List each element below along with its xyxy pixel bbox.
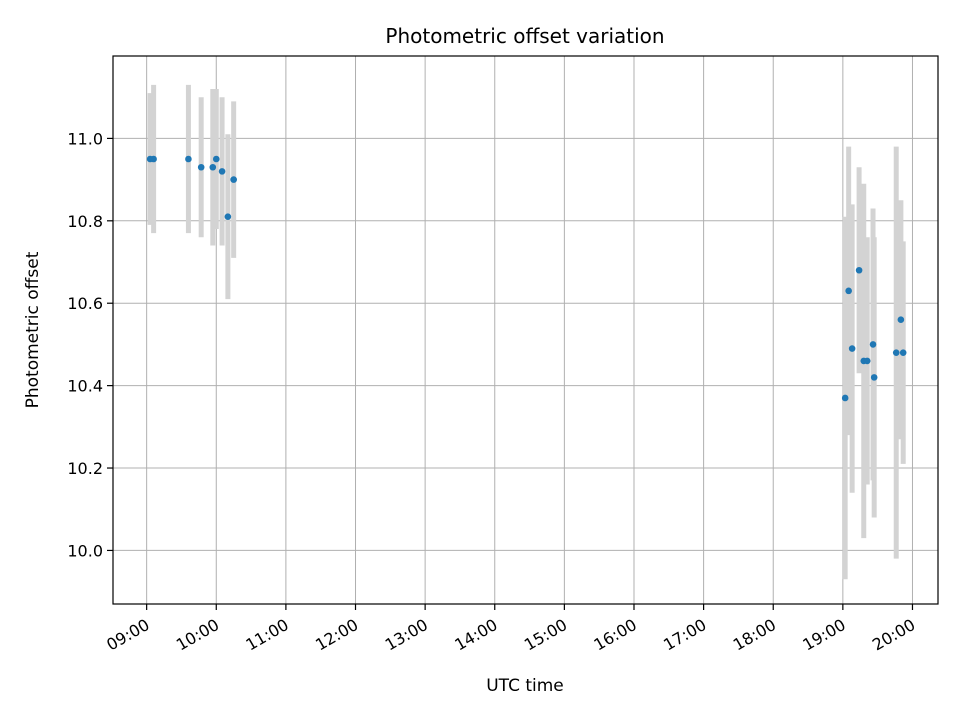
data-point bbox=[150, 155, 157, 163]
y-tick-label: 10.6 bbox=[67, 294, 103, 313]
y-tick-label: 10.0 bbox=[67, 541, 103, 560]
y-axis-label: Photometric offset bbox=[23, 251, 43, 408]
data-point bbox=[870, 374, 878, 381]
data-point bbox=[218, 168, 226, 175]
data-point bbox=[863, 357, 871, 365]
data-point bbox=[224, 213, 232, 220]
data-point bbox=[869, 341, 877, 348]
y-tick-label: 11.0 bbox=[67, 129, 103, 148]
plot-frame bbox=[112, 55, 939, 605]
y-axis-ticks: 10.0 10.2 10.4 10.6 10.8 11.0 bbox=[67, 129, 113, 560]
data-point bbox=[841, 394, 849, 402]
data-point bbox=[185, 155, 192, 163]
grid-lines bbox=[113, 56, 938, 604]
data-points bbox=[146, 155, 907, 402]
y-tick-label: 10.8 bbox=[67, 212, 103, 231]
data-point bbox=[230, 176, 237, 183]
data-point bbox=[899, 349, 907, 356]
x-axis-label: UTC time bbox=[486, 676, 564, 696]
data-point bbox=[209, 163, 217, 171]
data-point bbox=[855, 266, 863, 274]
data-point bbox=[845, 287, 852, 295]
chart-title: Photometric offset variation bbox=[385, 24, 664, 48]
data-point bbox=[197, 163, 205, 171]
y-tick-label: 10.2 bbox=[67, 459, 103, 478]
data-point bbox=[848, 345, 856, 352]
data-point bbox=[212, 155, 220, 163]
y-tick-label: 10.4 bbox=[67, 377, 103, 396]
data-point bbox=[892, 349, 900, 356]
data-point bbox=[897, 316, 905, 323]
